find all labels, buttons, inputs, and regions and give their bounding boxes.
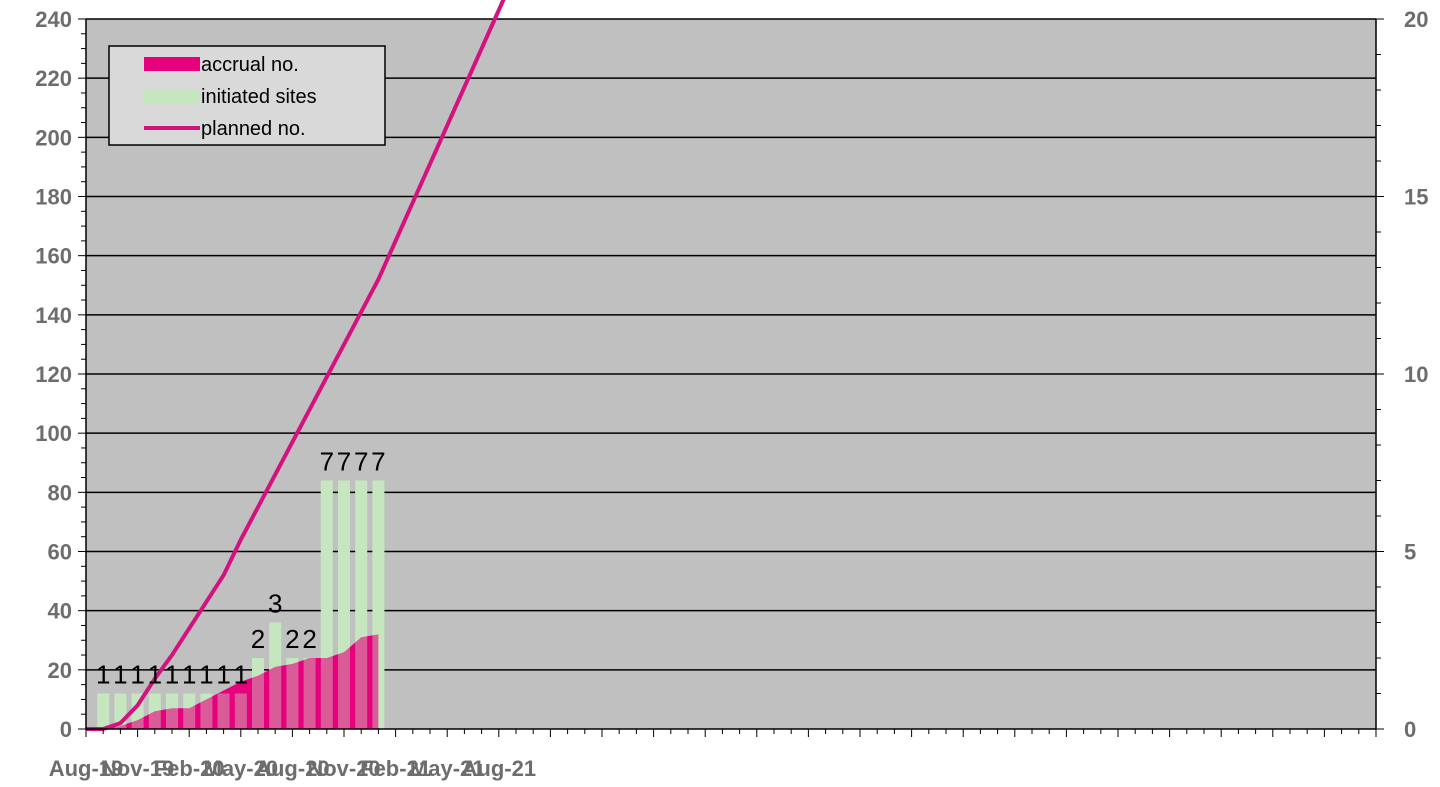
x-tick-label: May-20: [204, 756, 279, 781]
initiated-sites-bar-overlay: [97, 693, 110, 729]
initiated-sites-bar-overlay: [372, 480, 385, 729]
legend-label: planned no.: [201, 118, 306, 140]
left-tick-label: 140: [35, 303, 72, 328]
initiated-sites-bar-overlay: [234, 693, 247, 729]
initiated-sites-bar-overlay: [148, 693, 161, 729]
initiated-sites-bar-overlay: [252, 658, 264, 729]
legend-label: initiated sites: [201, 86, 317, 108]
bar-data-label: 7: [337, 447, 351, 477]
initiated-sites-bar-overlay: [338, 480, 350, 729]
planned-line: [86, 0, 506, 731]
initiated-sites-bar-overlay: [217, 693, 230, 729]
legend: accrual no. initiated sites planned no.: [108, 45, 386, 146]
initiated-sites-bar: [97, 693, 110, 729]
initiated-sites-bar-overlay: [166, 693, 178, 729]
left-tick-label: 200: [35, 125, 72, 150]
gridlines: [86, 18, 1376, 671]
x-tick-label: Aug-21: [462, 756, 537, 781]
bar-data-label: 1: [96, 660, 110, 690]
left-tick-label: 100: [35, 421, 72, 446]
initiated-sites-bar-overlay: [286, 658, 299, 729]
bar-data-label: 1: [165, 660, 179, 690]
x-tick-label: Aug-20: [255, 756, 330, 781]
right-tick-label: 5: [1404, 540, 1416, 565]
left-tick-label: 240: [35, 7, 72, 32]
bar-data-label: 2: [302, 624, 316, 654]
bar-data-label: 3: [268, 589, 282, 619]
bar-data-label: 2: [285, 624, 299, 654]
axes: 0204060801001201401601802002202400510152…: [35, 7, 1428, 781]
bar-data-label: 1: [199, 660, 213, 690]
left-tick-label: 60: [48, 540, 72, 565]
initiated-sites-bar-overlay: [200, 693, 213, 729]
right-tick-label: 20: [1404, 7, 1428, 32]
x-tick-label: Aug-19: [49, 756, 124, 781]
bar-data-label: 1: [234, 660, 248, 690]
bar-data-label: 2: [251, 624, 265, 654]
right-tick-label: 10: [1404, 362, 1428, 387]
bar-data-label: 1: [216, 660, 230, 690]
bar-data-label: 1: [148, 660, 162, 690]
bar-data-label: 1: [182, 660, 196, 690]
bar-data-label: 1: [130, 660, 144, 690]
left-tick-label: 180: [35, 185, 72, 210]
right-tick-label: 15: [1404, 185, 1428, 210]
legend-swatch-initiated-sites: [144, 89, 200, 103]
initiated-sites-bar-overlay: [269, 622, 282, 729]
left-tick-label: 0: [60, 717, 72, 742]
initiated-sites-bar-overlay: [320, 480, 333, 729]
bar-data-label: 7: [320, 447, 334, 477]
bar-data-label: 7: [371, 447, 385, 477]
left-tick-label: 20: [48, 658, 72, 683]
legend-swatch-accrual: [144, 57, 200, 71]
left-tick-label: 160: [35, 244, 72, 269]
x-tick-label: May-21: [410, 756, 485, 781]
left-tick-label: 40: [48, 599, 72, 624]
x-tick-label: Feb-20: [154, 756, 225, 781]
left-tick-label: 80: [48, 480, 72, 505]
x-tick-label: Feb-21: [360, 756, 431, 781]
right-tick-label: 0: [1404, 717, 1416, 742]
x-tick-label: Nov-20: [307, 756, 380, 781]
bar-data-label: 1: [113, 660, 127, 690]
left-tick-label: 220: [35, 66, 72, 91]
initiated-sites-bar-overlay: [355, 480, 368, 729]
initiated-sites-bar-overlay: [183, 693, 196, 729]
bar-data-label: 7: [354, 447, 368, 477]
accrual-area: [86, 634, 379, 729]
left-tick-label: 120: [35, 362, 72, 387]
x-tick-label: Nov-19: [101, 756, 174, 781]
initiated-sites-bar-overlay: [303, 658, 316, 729]
legend-label: accrual no.: [201, 54, 299, 76]
